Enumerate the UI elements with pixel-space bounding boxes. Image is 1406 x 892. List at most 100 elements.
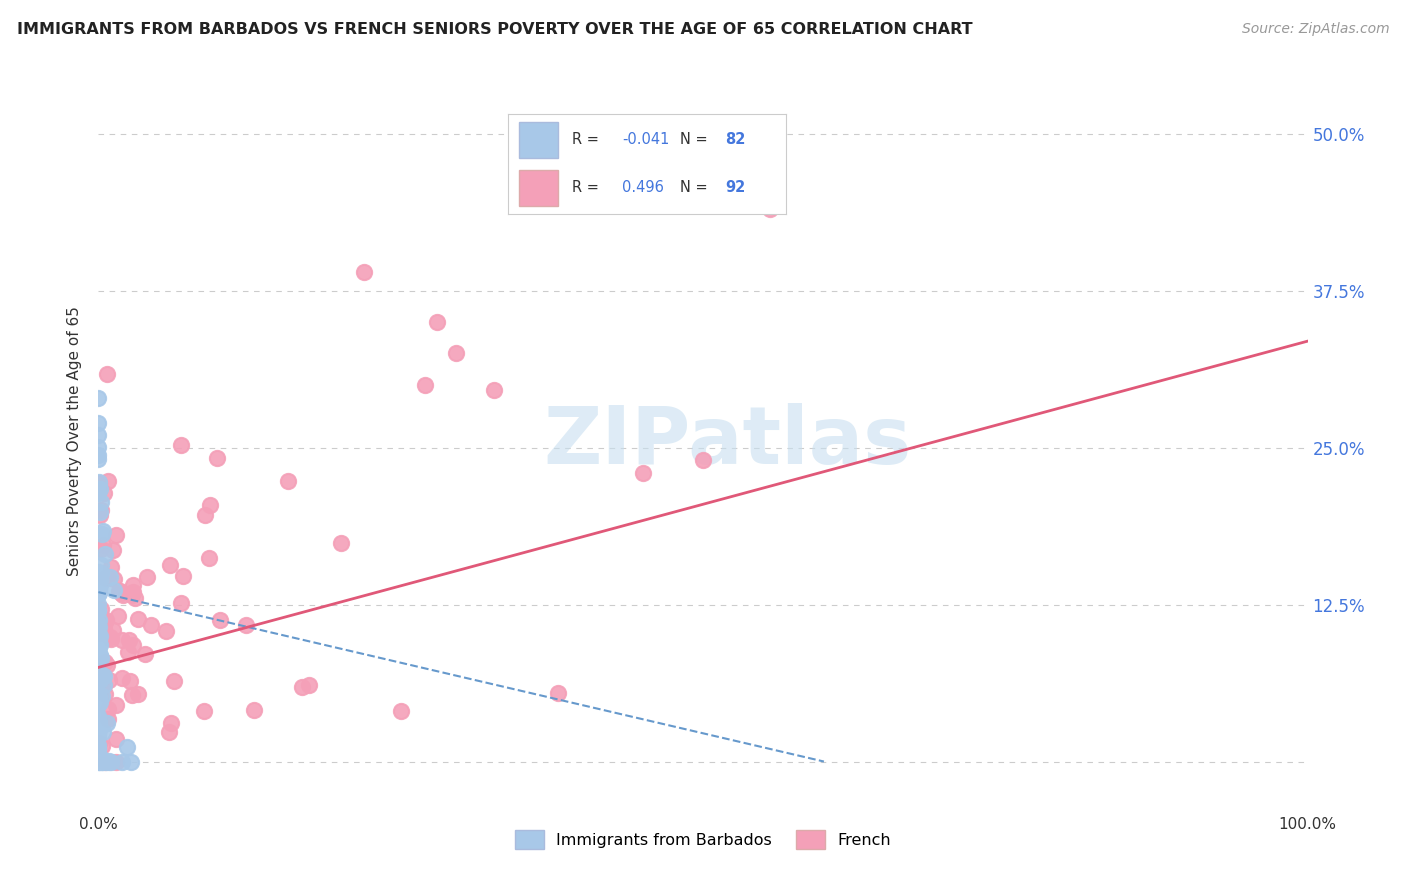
Point	[87, 720, 110, 734]
Point	[97, 712, 120, 726]
Point	[90, 755, 112, 769]
Point	[87, 613, 110, 627]
Point	[87, 617, 110, 632]
FancyBboxPatch shape	[519, 122, 558, 158]
Point	[87, 740, 110, 755]
Point	[90, 558, 112, 572]
Point	[87, 643, 110, 657]
Point	[97, 702, 120, 716]
Point	[87, 448, 110, 462]
Point	[87, 587, 110, 601]
Point	[105, 528, 128, 542]
Point	[96, 658, 118, 673]
Point	[90, 755, 112, 769]
Point	[89, 505, 111, 519]
Point	[89, 573, 111, 587]
Point	[155, 624, 177, 638]
Point	[277, 474, 299, 488]
Point	[87, 486, 110, 500]
Point	[107, 584, 129, 599]
Text: IMMIGRANTS FROM BARBADOS VS FRENCH SENIORS POVERTY OVER THE AGE OF 65 CORRELATIO: IMMIGRANTS FROM BARBADOS VS FRENCH SENIO…	[17, 22, 973, 37]
Point	[89, 625, 111, 640]
Point	[89, 508, 111, 522]
Point	[193, 705, 215, 719]
Point	[160, 716, 183, 731]
Point	[87, 698, 110, 712]
Point	[93, 678, 115, 692]
Point	[198, 551, 221, 566]
Text: 82: 82	[725, 132, 745, 147]
Point	[89, 629, 111, 643]
Point	[93, 678, 115, 692]
Point	[87, 416, 110, 430]
Point	[446, 346, 468, 360]
Point	[90, 503, 112, 517]
Point	[87, 653, 110, 667]
Point	[90, 650, 112, 665]
Point	[87, 712, 110, 726]
Point	[91, 668, 114, 682]
Point	[118, 633, 141, 648]
Point	[93, 616, 115, 631]
Point	[89, 648, 111, 663]
Point	[242, 703, 264, 717]
Point	[87, 581, 110, 595]
Point	[87, 597, 110, 611]
Point	[87, 670, 110, 684]
Text: N =: N =	[681, 132, 713, 147]
Point	[112, 588, 135, 602]
Point	[87, 475, 110, 490]
Point	[87, 743, 110, 757]
Point	[87, 689, 110, 703]
Point	[96, 715, 118, 730]
Point	[692, 453, 714, 467]
Point	[87, 581, 110, 595]
Legend: Immigrants from Barbados, French: Immigrants from Barbados, French	[509, 823, 897, 855]
Point	[89, 633, 111, 648]
Point	[89, 736, 111, 750]
Point	[157, 725, 180, 739]
Point	[111, 633, 134, 648]
Point	[91, 751, 114, 765]
Point	[89, 755, 111, 769]
Point	[172, 569, 194, 583]
Point	[127, 612, 149, 626]
Text: -0.041: -0.041	[621, 132, 669, 147]
Point	[89, 673, 111, 688]
Point	[96, 474, 118, 488]
Point	[235, 618, 257, 632]
Point	[100, 560, 122, 574]
Point	[87, 640, 110, 655]
Text: 92: 92	[725, 180, 745, 195]
Point	[122, 578, 145, 592]
Point	[87, 620, 110, 634]
Point	[87, 674, 110, 689]
Point	[170, 596, 193, 610]
Point	[101, 623, 124, 637]
Point	[87, 709, 110, 723]
Point	[120, 755, 142, 769]
Point	[117, 645, 139, 659]
Text: N =: N =	[681, 180, 713, 195]
Point	[103, 572, 125, 586]
Point	[90, 667, 112, 681]
Point	[110, 583, 132, 598]
Point	[90, 602, 112, 616]
Point	[87, 636, 110, 650]
Point	[90, 527, 112, 541]
Point	[758, 202, 780, 217]
Point	[94, 687, 117, 701]
Point	[91, 725, 114, 739]
Point	[298, 678, 321, 692]
Point	[134, 647, 156, 661]
Point	[87, 428, 110, 442]
Point	[94, 547, 117, 561]
Point	[121, 688, 143, 702]
Point	[89, 638, 111, 652]
Point	[208, 614, 231, 628]
Point	[91, 538, 114, 552]
Text: Source: ZipAtlas.com: Source: ZipAtlas.com	[1241, 22, 1389, 37]
Point	[87, 636, 110, 650]
Point	[98, 570, 121, 584]
Text: R =: R =	[572, 132, 603, 147]
